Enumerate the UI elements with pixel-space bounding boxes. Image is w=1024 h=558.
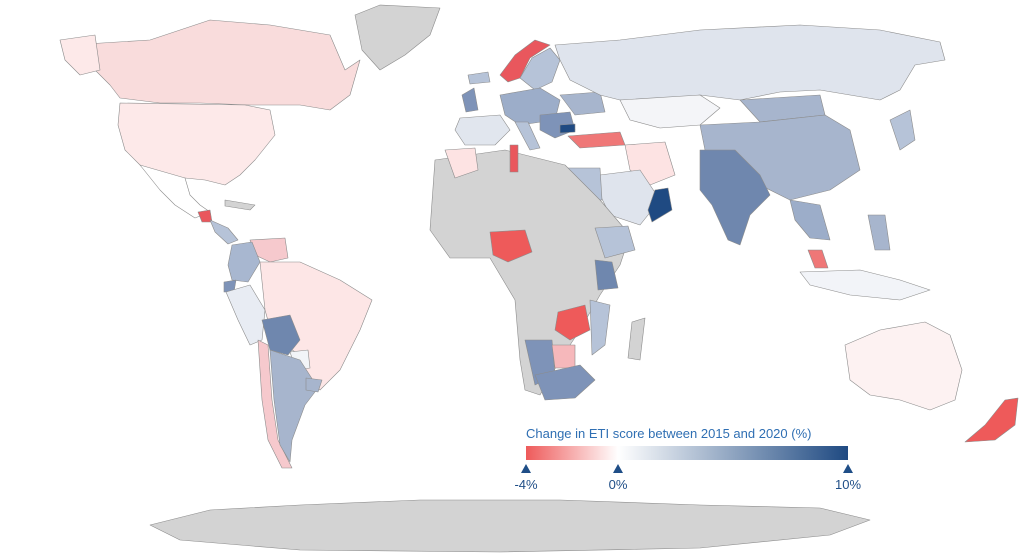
- country-france-spain[interactable]: [454, 114, 511, 146]
- country-mozambique[interactable]: [589, 299, 611, 356]
- country-zambia[interactable]: [554, 304, 591, 341]
- country-cuba[interactable]: [224, 199, 256, 211]
- country-turkey[interactable]: [567, 131, 626, 149]
- country-uruguay[interactable]: [305, 377, 323, 393]
- country-kazakhstan[interactable]: [619, 94, 721, 129]
- country-usa[interactable]: [117, 102, 276, 186]
- legend-tick-label: -4%: [514, 477, 538, 492]
- country-chile[interactable]: [257, 339, 293, 469]
- legend-tick-marker: [613, 464, 623, 473]
- country-india[interactable]: [699, 149, 771, 246]
- country-malaysia[interactable]: [807, 249, 829, 269]
- country-southeast-asia[interactable]: [789, 199, 831, 241]
- country-madagascar: [627, 317, 646, 361]
- country-ukraine[interactable]: [559, 91, 606, 116]
- country-indonesia[interactable]: [799, 269, 931, 301]
- country-canada[interactable]: [69, 19, 361, 111]
- country-south-africa[interactable]: [534, 364, 596, 401]
- legend-tick-marker: [521, 464, 531, 473]
- legend-color-scale: [526, 446, 848, 460]
- country-ethiopia[interactable]: [594, 225, 636, 259]
- legend-tick-label: 10%: [834, 477, 862, 492]
- country-tunisia[interactable]: [509, 144, 519, 173]
- country-bulgaria[interactable]: [559, 123, 576, 134]
- country-alaska[interactable]: [59, 34, 101, 76]
- country-greenland: [354, 4, 441, 71]
- legend-title: Change in ETI score between 2015 and 202…: [526, 426, 812, 441]
- country-colombia[interactable]: [227, 241, 261, 283]
- country-nigeria[interactable]: [489, 229, 533, 263]
- country-botswana[interactable]: [551, 344, 576, 369]
- country-japan[interactable]: [889, 109, 916, 151]
- country-central-america[interactable]: [209, 219, 239, 245]
- country-morocco[interactable]: [444, 147, 479, 179]
- country-iceland[interactable]: [467, 71, 491, 85]
- country-peru[interactable]: [225, 284, 266, 346]
- country-russia[interactable]: [554, 24, 946, 101]
- country-uk[interactable]: [461, 87, 479, 113]
- country-bolivia[interactable]: [261, 314, 301, 356]
- map-legend: Change in ETI score between 2015 and 202…: [508, 424, 868, 534]
- country-norway[interactable]: [499, 39, 551, 83]
- antarctica: [149, 499, 871, 553]
- country-new-zealand[interactable]: [964, 397, 1019, 443]
- country-australia[interactable]: [844, 321, 963, 411]
- country-philippines[interactable]: [867, 214, 891, 251]
- country-italy[interactable]: [514, 121, 541, 151]
- country-oman[interactable]: [647, 187, 673, 223]
- country-tanzania[interactable]: [594, 259, 619, 291]
- legend-tick-marker: [843, 464, 853, 473]
- legend-tick-label: 0%: [608, 477, 628, 492]
